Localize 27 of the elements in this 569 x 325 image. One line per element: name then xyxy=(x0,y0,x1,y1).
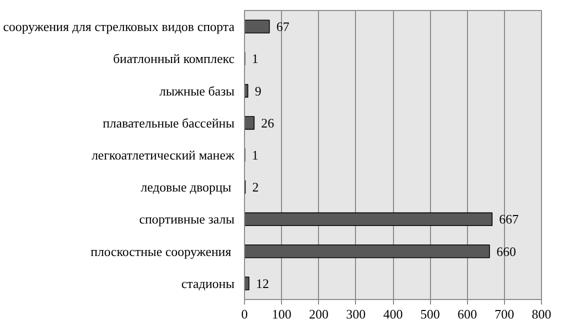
x-tick-label: 600 xyxy=(458,306,477,322)
x-tick-label: 200 xyxy=(309,306,328,322)
data-label: 1 xyxy=(252,148,258,162)
y-tick-label: легкоатлетический манеж xyxy=(92,148,236,162)
data-label: 26 xyxy=(261,115,275,130)
data-label: 660 xyxy=(496,244,516,259)
data-label: 12 xyxy=(256,276,269,291)
y-tick-label: биатлонный комплекс xyxy=(113,51,235,66)
x-tick-label: 500 xyxy=(420,306,440,322)
y-tick-label: ледовые дворцы xyxy=(140,180,232,195)
y-tick-label: спортивные залы xyxy=(139,212,235,227)
y-tick-label: сооружения для стрелковых видов спорта xyxy=(3,19,235,34)
x-tick-label: 800 xyxy=(532,306,552,322)
y-tick-label: лыжные базы xyxy=(159,83,235,98)
y-tick-label: стадионы xyxy=(181,276,235,291)
data-label: 2 xyxy=(252,180,259,195)
y-tick-label: плоскостные сооружения xyxy=(90,244,232,259)
x-tick-label: 700 xyxy=(494,306,514,322)
data-label: 1 xyxy=(252,51,258,66)
x-tick-label: 100 xyxy=(272,306,292,322)
data-label: 667 xyxy=(499,212,520,227)
x-tick-label: 0 xyxy=(241,306,248,322)
x-tick-label: 400 xyxy=(383,306,403,322)
y-tick-label: плавательные бассейны xyxy=(102,115,235,130)
data-label: 9 xyxy=(254,83,262,98)
data-label: 67 xyxy=(276,19,290,34)
x-tick-label: 300 xyxy=(346,306,366,322)
